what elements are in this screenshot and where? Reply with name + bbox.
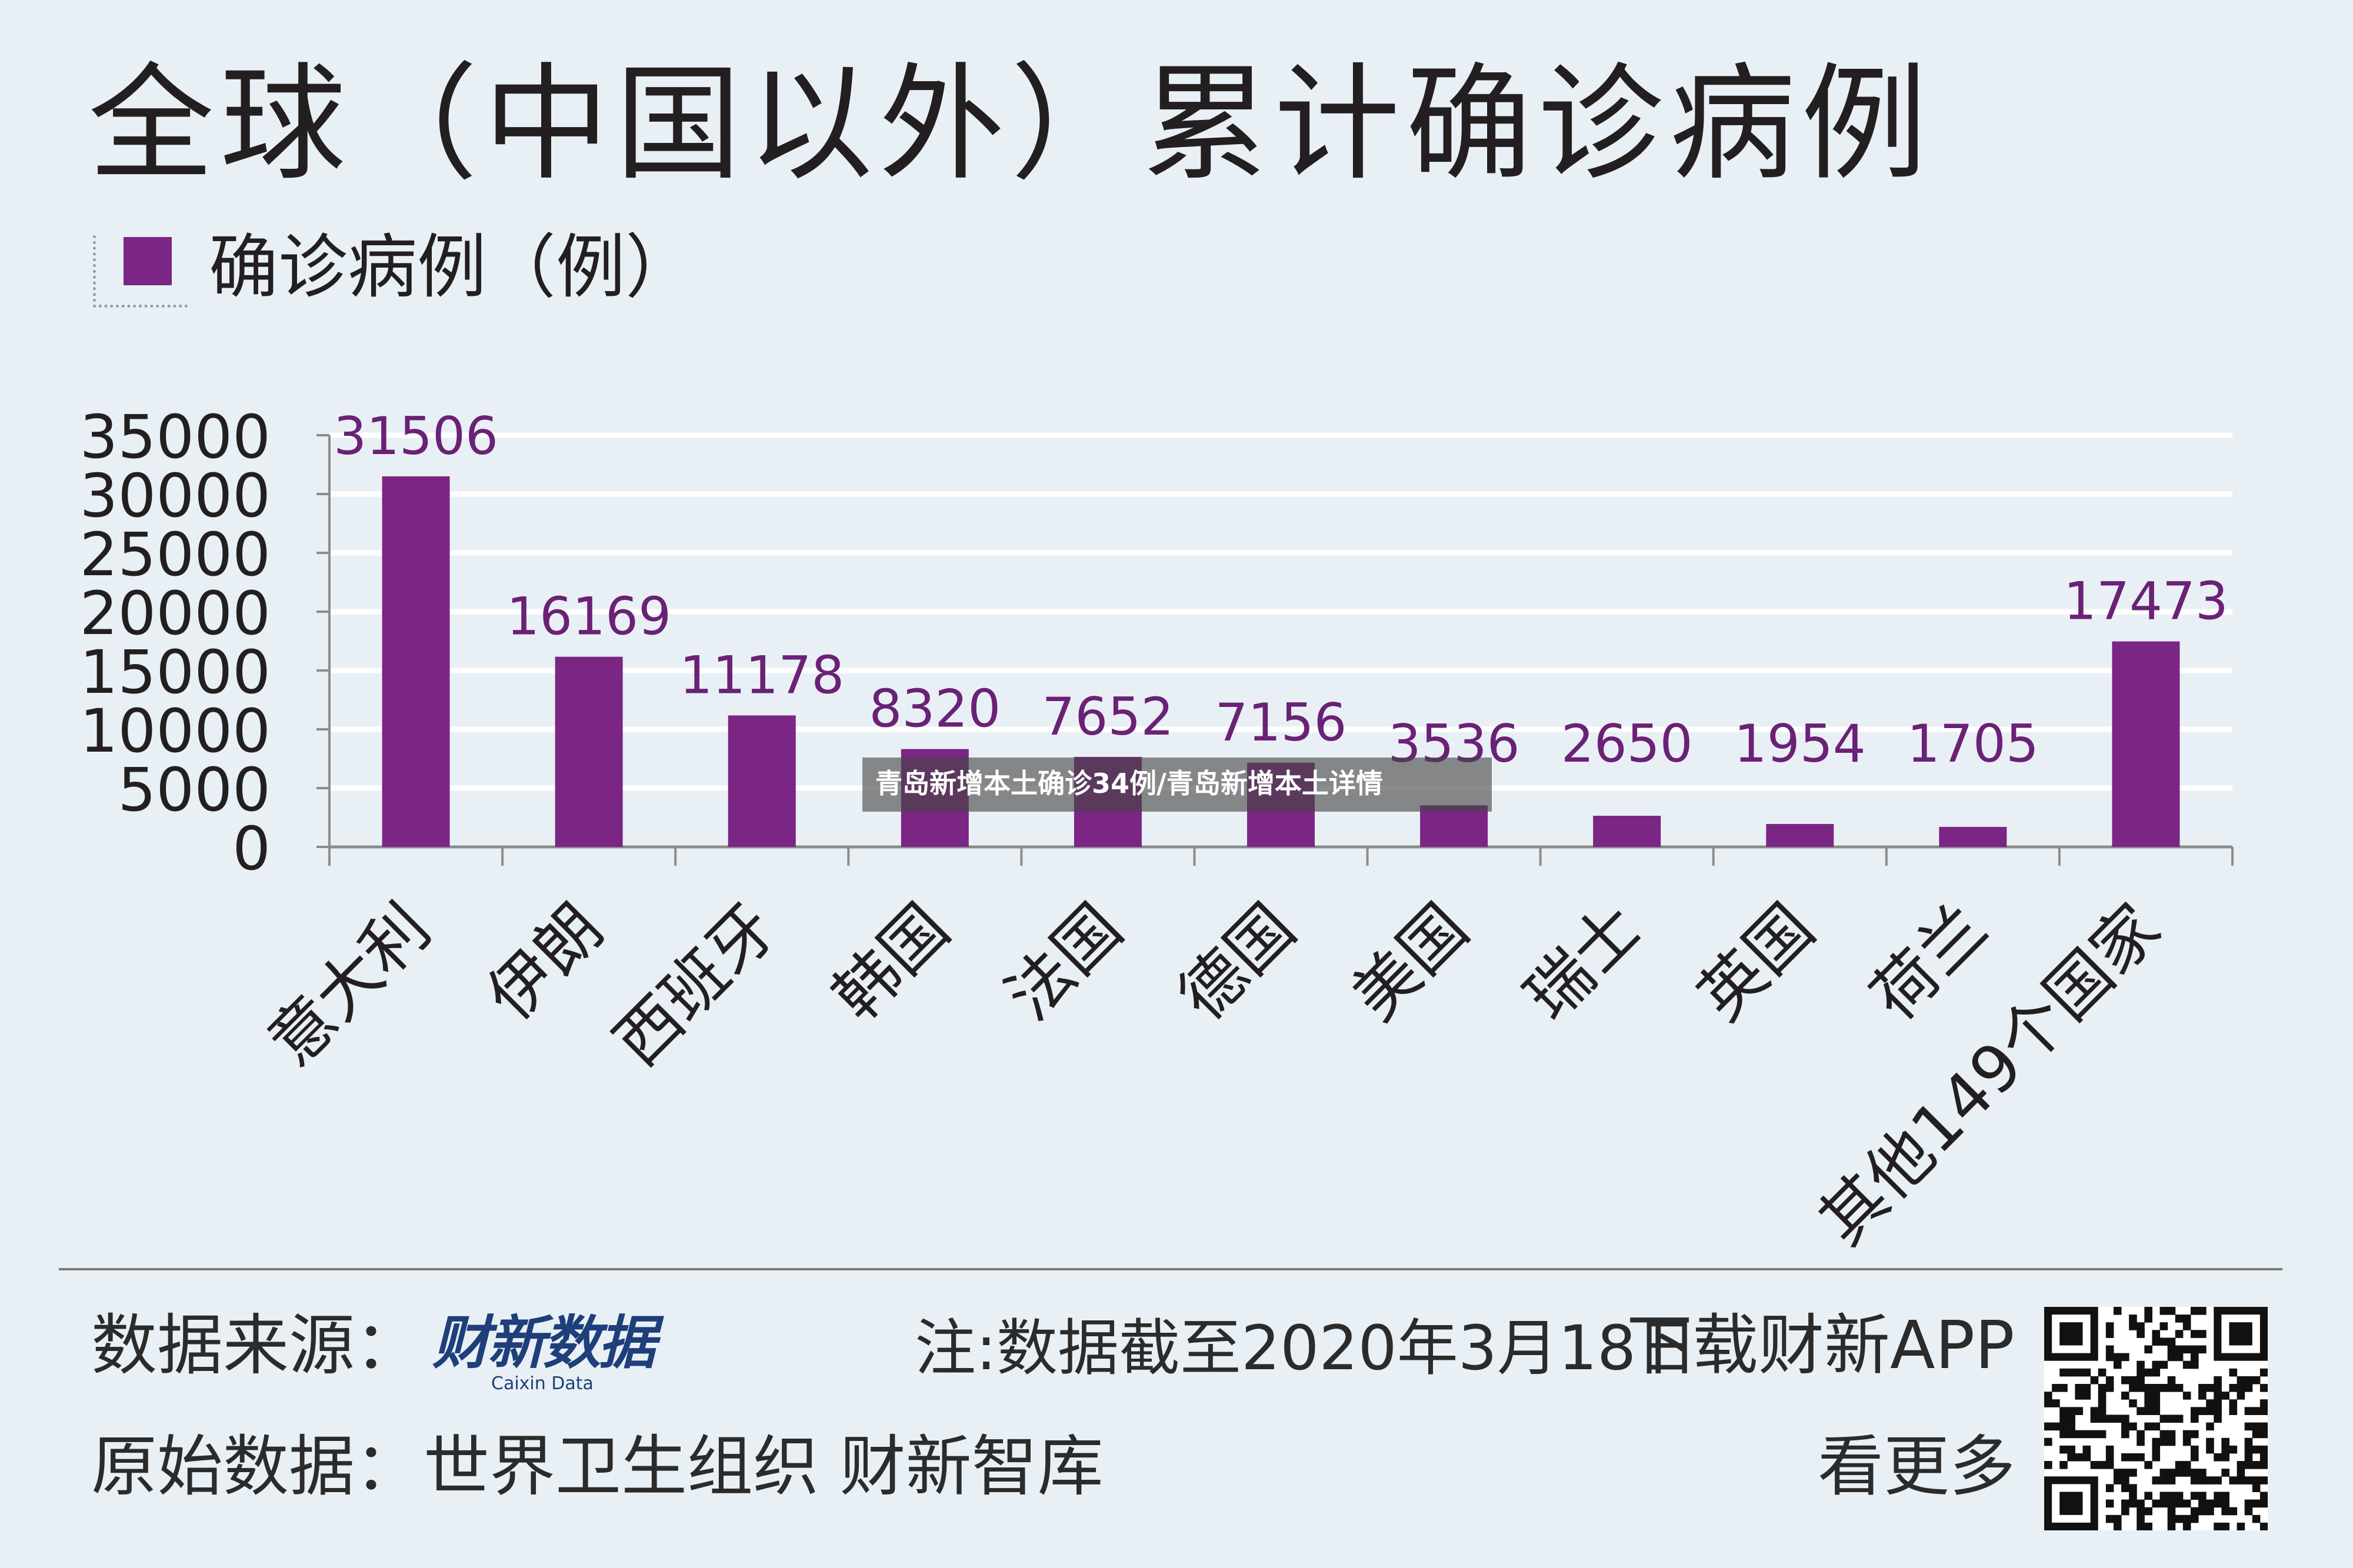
bar [728,715,796,847]
y-tick-label: 30000 [80,461,271,531]
x-category-label: 韩国 [819,890,964,1035]
y-tick-label: 35000 [80,402,271,472]
x-category-label: 瑞士 [1511,890,1655,1035]
data-source-label: 数据来源： [91,1307,421,1384]
y-tick-label: 10000 [80,696,271,766]
x-category-label: 西班牙 [600,890,791,1080]
y-tick-label: 5000 [118,755,271,825]
x-category-label: 德国 [1165,890,1309,1035]
data-label: 31506 [334,406,498,466]
legend-swatch [124,237,172,285]
see-more-text: 看更多 [1818,1429,2015,1505]
legend-label: 确诊病例（例） [209,226,695,308]
y-tick-label: 25000 [80,520,271,590]
bar [1420,805,1488,847]
original-data-label: 原始数据： [91,1429,421,1505]
x-category-label: 伊朗 [472,890,617,1035]
data-label: 17473 [2064,571,2228,632]
x-category-label: 英国 [1684,890,1828,1035]
data-label: 11178 [679,645,844,705]
download-app-text: 下载财新APP [1627,1307,2015,1384]
x-category-label: 意大利 [254,890,445,1080]
data-label: 7156 [1215,692,1347,753]
data-label: 8320 [869,679,1001,739]
original-data-sources: 世界卫生组织 财新智库 [424,1429,1104,1505]
bar [1939,826,2007,847]
bar [2112,641,2180,847]
x-category-label: 荷兰 [1857,890,2001,1035]
data-label: 7652 [1042,686,1174,747]
x-category-label: 法国 [992,890,1136,1035]
legend-frame [93,235,188,308]
y-tick-label: 0 [232,814,271,884]
data-cutoff-note: 注:数据截至2020年3月18日 [915,1312,1698,1384]
caixin-data-logo-subtitle: Caixin Data [491,1373,594,1394]
qr-code[interactable] [2044,1307,2268,1531]
data-label: 16169 [506,586,671,647]
caption-overlay [862,758,1492,812]
caption-overlay-text: 青岛新增本土确诊34例/青岛新增本土详情 [875,768,1383,799]
bar [1593,816,1661,847]
y-tick-label: 15000 [80,638,271,708]
footer-divider [59,1268,2282,1270]
chart-title: 全球（中国以外）累计确诊病例 [88,51,1933,198]
data-label: 2650 [1561,713,1693,774]
bar [1766,823,1834,847]
x-category-label: 美国 [1338,890,1482,1035]
caixin-data-logo: 财新数据 [432,1310,656,1377]
data-label: 1954 [1734,713,1866,774]
bar [555,656,623,847]
y-tick-label: 20000 [80,579,271,649]
bar [382,476,450,847]
data-label: 1705 [1907,713,2039,774]
